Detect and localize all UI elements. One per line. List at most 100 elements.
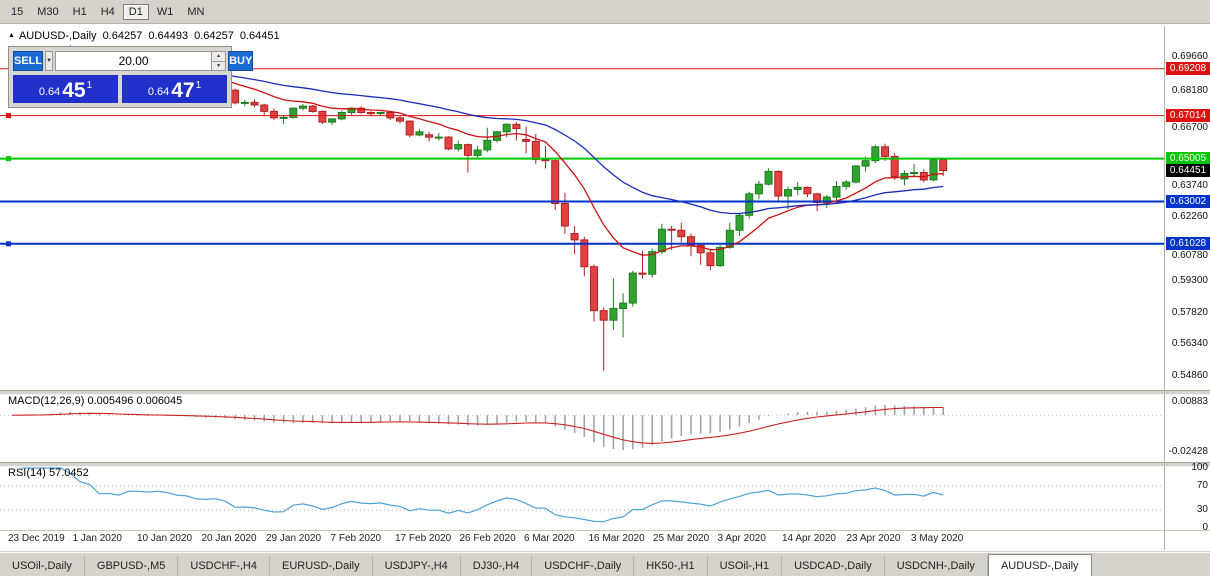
candle-body bbox=[434, 136, 443, 139]
chart-tab-audusd-daily[interactable]: AUDUSD-,Daily bbox=[987, 554, 1092, 576]
candle-body bbox=[269, 110, 278, 119]
rsi-tick: 70 bbox=[1196, 480, 1208, 491]
time-axis-separator bbox=[0, 530, 1210, 531]
chart-tab-usoil-daily[interactable]: USOil-,Daily bbox=[0, 556, 85, 576]
macd-tick: -0.02428 bbox=[1168, 446, 1208, 458]
time-axis-label: 25 Mar 2020 bbox=[653, 533, 710, 544]
chart-title: ▲ AUDUSD-,Daily 0.64257 0.64493 0.64257 0.644… bbox=[8, 30, 280, 42]
price-label-0.67014: 0.67014 bbox=[1166, 109, 1210, 123]
candle-body bbox=[463, 144, 472, 156]
price-tick: 0.63740 bbox=[1171, 179, 1208, 191]
buy-price-pips: 47 bbox=[171, 79, 195, 102]
candle-body bbox=[861, 160, 870, 167]
chart-tab-dj30-h4[interactable]: DJ30-,H4 bbox=[461, 556, 533, 576]
price-axis[interactable]: 0.69660 0.68180 0.66700 0.63740 0.62260 0.607… bbox=[1164, 26, 1210, 550]
time-axis-label: 26 Feb 2020 bbox=[459, 533, 516, 544]
price-label-0.64451: 0.64451 bbox=[1166, 164, 1210, 177]
candle-body bbox=[774, 170, 783, 197]
sell-price-pips: 45 bbox=[62, 79, 86, 102]
price-tick: 0.59300 bbox=[1171, 274, 1208, 286]
price-tick: 0.54860 bbox=[1171, 369, 1208, 381]
timeframe-button-mn[interactable]: MN bbox=[187, 6, 205, 18]
chart-tab-usdcad-daily[interactable]: USDCAD-,Daily bbox=[782, 556, 885, 576]
timeframe-button-m30[interactable]: M30 bbox=[37, 6, 59, 18]
candle-body bbox=[444, 136, 453, 150]
candle-body bbox=[328, 118, 337, 123]
chart-tab-usoil-h1[interactable]: USOil-,H1 bbox=[708, 556, 783, 576]
macd-panel[interactable] bbox=[0, 394, 1164, 462]
rsi-tick: 30 bbox=[1196, 504, 1208, 515]
candle-body bbox=[522, 139, 531, 142]
sell-price-prefix: 0.64 bbox=[38, 86, 61, 98]
chart-tab-eurusd-daily[interactable]: EURUSD-,Daily bbox=[270, 556, 373, 576]
ohlc-open: 0.64257 bbox=[102, 30, 143, 42]
candle-body bbox=[376, 112, 385, 115]
rsi-tick: 0 bbox=[1202, 522, 1208, 533]
timeframe-button-h4[interactable]: H4 bbox=[100, 6, 115, 18]
candle-body bbox=[706, 252, 715, 267]
chevron-down-icon: ▼ bbox=[46, 58, 53, 64]
timeframe-button-d1[interactable]: D1 bbox=[122, 4, 149, 20]
candle-body bbox=[842, 181, 851, 187]
candle-body bbox=[599, 310, 608, 321]
collapse-chart-icon[interactable]: ▲ bbox=[8, 32, 15, 39]
chart-tab-usdjpy-h4[interactable]: USDJPY-,H4 bbox=[373, 556, 461, 576]
price-tick: 0.62260 bbox=[1171, 211, 1208, 223]
candle-body bbox=[939, 159, 948, 172]
candle-body bbox=[405, 120, 414, 136]
chart-tab-usdcnh-daily[interactable]: USDCNH-,Daily bbox=[885, 556, 988, 576]
chart-tab-usdchf-h4[interactable]: USDCHF-,H4 bbox=[178, 556, 270, 576]
candle-body bbox=[590, 266, 598, 312]
timeframe-button-w1[interactable]: W1 bbox=[156, 6, 174, 18]
sell-price-display[interactable]: 0.64 45 1 bbox=[13, 75, 118, 103]
timeframe-button-h1[interactable]: H1 bbox=[72, 6, 87, 18]
panel-separator[interactable] bbox=[0, 462, 1210, 467]
rsi-panel[interactable] bbox=[0, 466, 1164, 530]
line-anchor-handle[interactable] bbox=[6, 113, 11, 119]
macd-signal-line bbox=[12, 406, 944, 444]
candle-body bbox=[240, 101, 249, 104]
buy-button[interactable]: BUY bbox=[228, 51, 254, 71]
chart-tab-usdchf-daily[interactable]: USDCHF-,Daily bbox=[532, 556, 635, 576]
time-axis-label: 23 Apr 2020 bbox=[846, 533, 901, 544]
rsi-tick: 100 bbox=[1191, 462, 1208, 473]
order-type-dropdown[interactable]: ▼ bbox=[45, 51, 54, 71]
buy-price-prefix: 0.64 bbox=[147, 86, 170, 98]
candle-body bbox=[725, 229, 734, 248]
panel-separator[interactable] bbox=[0, 390, 1210, 395]
candle-body bbox=[483, 139, 492, 151]
line-anchor-handle[interactable] bbox=[6, 156, 11, 162]
volume-increase-button[interactable]: ▲ bbox=[212, 52, 226, 62]
buy-price-display[interactable]: 0.64 47 1 bbox=[122, 75, 227, 103]
time-axis-label: 10 Jan 2020 bbox=[137, 533, 193, 544]
sell-price-pipette: 1 bbox=[86, 80, 93, 91]
volume-stepper: ▲ ▼ bbox=[211, 52, 226, 70]
candle-body bbox=[929, 159, 938, 181]
candle-body bbox=[560, 203, 569, 227]
timeframe-toolbar: 15 M30 H1 H4 D1 W1 MN bbox=[0, 0, 1210, 24]
candle-body bbox=[425, 134, 434, 138]
candle-body bbox=[667, 228, 676, 231]
price-tick: 0.68180 bbox=[1171, 84, 1208, 96]
sell-button[interactable]: SELL bbox=[13, 51, 44, 71]
volume-decrease-button[interactable]: ▼ bbox=[212, 61, 226, 70]
volume-input[interactable] bbox=[56, 52, 212, 70]
price-tick: 0.66700 bbox=[1171, 121, 1208, 133]
time-axis[interactable]: 23 Dec 2019 1 Jan 2020 10 Jan 2020 20 Jan 2… bbox=[0, 531, 1164, 549]
candle-body bbox=[638, 272, 647, 275]
candle-body bbox=[784, 189, 792, 197]
price-tick: 0.60780 bbox=[1171, 249, 1208, 261]
candle-body bbox=[871, 146, 880, 162]
candle-body bbox=[881, 146, 889, 157]
line-anchor-handle[interactable] bbox=[6, 241, 11, 247]
chart-tab-gbpusd-m5[interactable]: GBPUSD-,M5 bbox=[85, 556, 179, 576]
chart-tab-hk50-h1[interactable]: HK50-,H1 bbox=[634, 556, 708, 576]
candle-body bbox=[250, 101, 259, 106]
timeframe-button-15[interactable]: 15 bbox=[11, 6, 24, 18]
candle-body bbox=[754, 183, 763, 195]
candle-body bbox=[716, 246, 725, 267]
candle-body bbox=[415, 131, 424, 136]
candle-body bbox=[454, 144, 463, 150]
candle-body bbox=[677, 229, 686, 238]
time-axis-label: 23 Dec 2019 bbox=[8, 533, 65, 544]
